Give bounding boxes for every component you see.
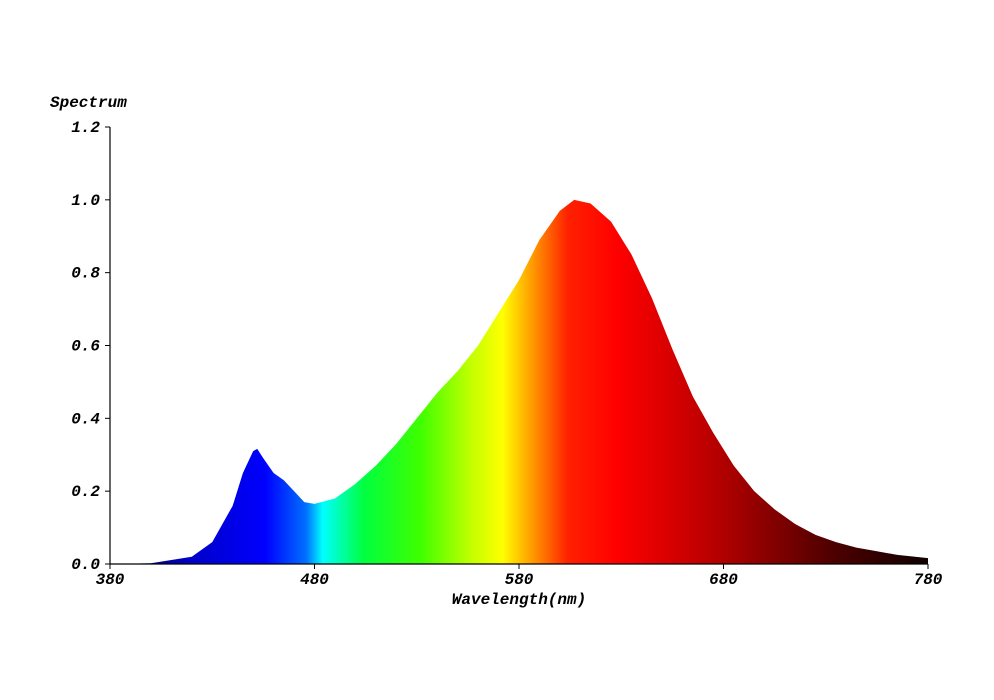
y-axis-label: Spectrum (50, 94, 127, 112)
x-tick-label: 480 (300, 571, 329, 589)
y-tick-label: 1.2 (71, 119, 100, 137)
x-tick-label: 780 (914, 571, 943, 589)
y-tick-label: 0.0 (71, 556, 100, 574)
x-tick-label: 380 (96, 571, 125, 589)
x-tick-label: 680 (709, 571, 738, 589)
y-tick-label: 0.6 (71, 338, 100, 356)
y-tick-label: 0.8 (71, 265, 100, 283)
y-tick-label: 0.4 (71, 410, 100, 428)
y-tick-label: 0.2 (71, 483, 100, 501)
y-tick-label: 1.0 (71, 192, 100, 210)
x-tick-label: 580 (505, 571, 534, 589)
x-axis-label: Wavelength(nm) (452, 591, 586, 609)
spectrum-area (110, 199, 928, 565)
